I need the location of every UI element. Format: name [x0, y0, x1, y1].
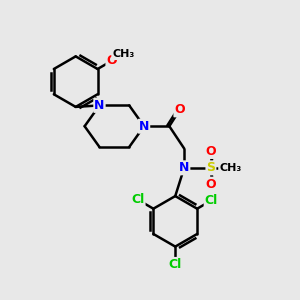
Text: Cl: Cl: [205, 194, 218, 207]
Text: O: O: [206, 145, 216, 158]
Text: N: N: [139, 120, 149, 133]
Text: Cl: Cl: [169, 258, 182, 271]
Text: O: O: [206, 178, 216, 191]
Text: CH₃: CH₃: [219, 163, 242, 173]
Text: S: S: [206, 161, 215, 174]
Text: N: N: [179, 161, 189, 174]
Text: O: O: [106, 54, 117, 67]
Text: O: O: [174, 103, 185, 116]
Text: Cl: Cl: [131, 193, 145, 206]
Text: CH₃: CH₃: [112, 49, 134, 59]
Text: N: N: [94, 99, 105, 112]
